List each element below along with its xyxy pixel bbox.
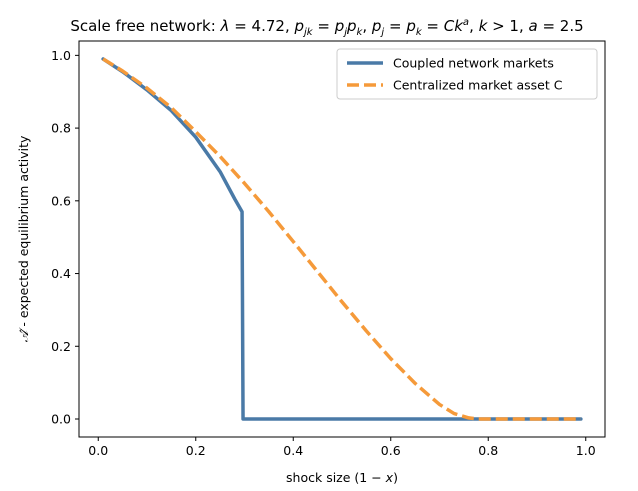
y-tick-label: 0.8 bbox=[51, 121, 71, 136]
plot-series bbox=[101, 57, 583, 421]
y-axis-label: 𝒜̂ - expected equilibrium activity bbox=[16, 135, 31, 342]
y-tick-label: 0.0 bbox=[51, 412, 71, 427]
x-axis-label: shock size (1 − x) bbox=[286, 470, 398, 485]
legend: Coupled network markets Centralized mark… bbox=[336, 48, 598, 100]
legend-box bbox=[336, 48, 598, 100]
chart-title: Scale free network: λ = 4.72, pjk = pjpk… bbox=[70, 17, 583, 38]
y-axis-ticks: 0.0 0.2 0.4 0.6 0.8 1.0 bbox=[51, 48, 79, 427]
y-tick-label: 0.2 bbox=[51, 339, 71, 354]
plot-frame bbox=[78, 40, 606, 438]
y-tick-label: 1.0 bbox=[51, 48, 71, 63]
x-tick-label: 0.6 bbox=[381, 443, 401, 458]
y-tick-label: 0.6 bbox=[51, 193, 71, 208]
x-tick-label: 1.0 bbox=[576, 443, 596, 458]
x-tick-label: 0.8 bbox=[478, 443, 498, 458]
y-tick-label: 0.4 bbox=[51, 266, 71, 281]
x-tick-label: 0.4 bbox=[283, 443, 303, 458]
series-line-coupled-network-markets bbox=[101, 57, 583, 421]
x-axis-ticks: 0.0 0.2 0.4 0.6 0.8 1.0 bbox=[88, 437, 596, 458]
x-tick-label: 0.2 bbox=[186, 443, 206, 458]
series-line-centralized-market-asset-c bbox=[102, 57, 581, 421]
legend-label-centralized-market-asset-c: Centralized market asset C bbox=[393, 78, 563, 93]
legend-label-coupled-network-markets: Coupled network markets bbox=[393, 56, 554, 71]
x-tick-label: 0.0 bbox=[88, 443, 108, 458]
